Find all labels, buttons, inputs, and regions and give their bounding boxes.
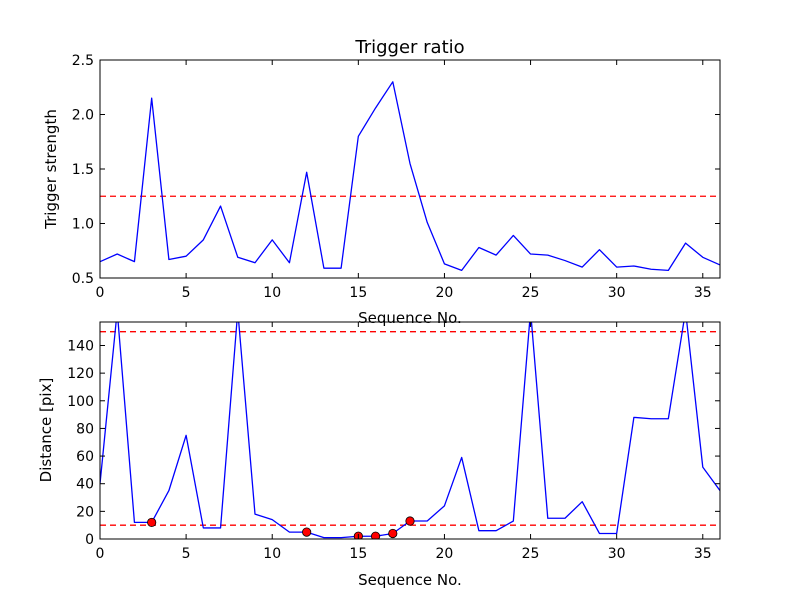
y-tick-label: 1.0 (72, 217, 94, 233)
marker-point (388, 528, 398, 539)
y-tick-label: 140 (67, 338, 94, 354)
bottom-ticks: 0 5 10 15 20 25 30 35 0 20 40 60 80 100 120 140 (67, 322, 720, 562)
x-tick-label: 0 (96, 546, 105, 562)
top-x-axis-label: Sequence No. (358, 309, 462, 327)
x-tick-label: 25 (522, 285, 540, 301)
y-tick-label: 80 (76, 421, 94, 437)
bottom-plot-area (100, 322, 720, 539)
top-ticks: 0 5 10 15 20 25 30 35 0.5 1.0 1.5 2.0 2.5 (72, 53, 720, 301)
marker-point (302, 527, 312, 537)
y-tick-label: 0.5 (72, 271, 94, 287)
y-tick-label: 100 (67, 394, 94, 410)
x-tick-label: 35 (694, 285, 712, 301)
x-tick-label: 30 (608, 546, 626, 562)
x-tick-label: 25 (522, 546, 540, 562)
trigger-ratio-panel: Trigger ratio 0 5 10 15 20 25 30 35 0.5 1.0 1.5 2.0… (42, 37, 721, 327)
y-tick-label: 0 (85, 532, 94, 548)
marker-point (147, 517, 157, 528)
y-tick-label: 20 (76, 504, 94, 520)
y-tick-label: 120 (67, 366, 94, 382)
y-tick-label: 2.0 (72, 108, 94, 124)
x-tick-label: 15 (349, 546, 367, 562)
marker-point (370, 531, 381, 539)
x-tick-label: 5 (182, 285, 191, 301)
distance-panel: 0 5 10 15 20 25 30 35 0 20 40 60 80 100 120 140 Sequenc… (37, 321, 721, 589)
y-tick-label: 60 (76, 449, 94, 465)
x-tick-label: 0 (96, 285, 105, 301)
top-y-axis-label: Trigger strength (42, 109, 60, 230)
x-tick-label: 10 (263, 285, 281, 301)
bottom-y-axis-label: Distance [pix] (37, 378, 55, 483)
y-tick-label: 40 (76, 477, 94, 493)
y-tick-label: 2.5 (72, 53, 94, 69)
series-line-0 (100, 81, 720, 272)
x-tick-label: 35 (694, 546, 712, 562)
bottom-x-axis-label: Sequence No. (358, 571, 462, 589)
y-tick-label: 1.5 (72, 162, 94, 178)
x-tick-label: 5 (182, 546, 191, 562)
top-plot-area (100, 81, 720, 272)
x-tick-label: 30 (608, 285, 626, 301)
x-tick-label: 15 (349, 285, 367, 301)
x-tick-label: 20 (436, 285, 454, 301)
bottom-axes-frame (99, 321, 721, 540)
marker-point (405, 516, 415, 526)
top-chart-title: Trigger ratio (354, 37, 464, 58)
x-tick-label: 10 (263, 546, 281, 562)
x-tick-label: 20 (436, 546, 454, 562)
